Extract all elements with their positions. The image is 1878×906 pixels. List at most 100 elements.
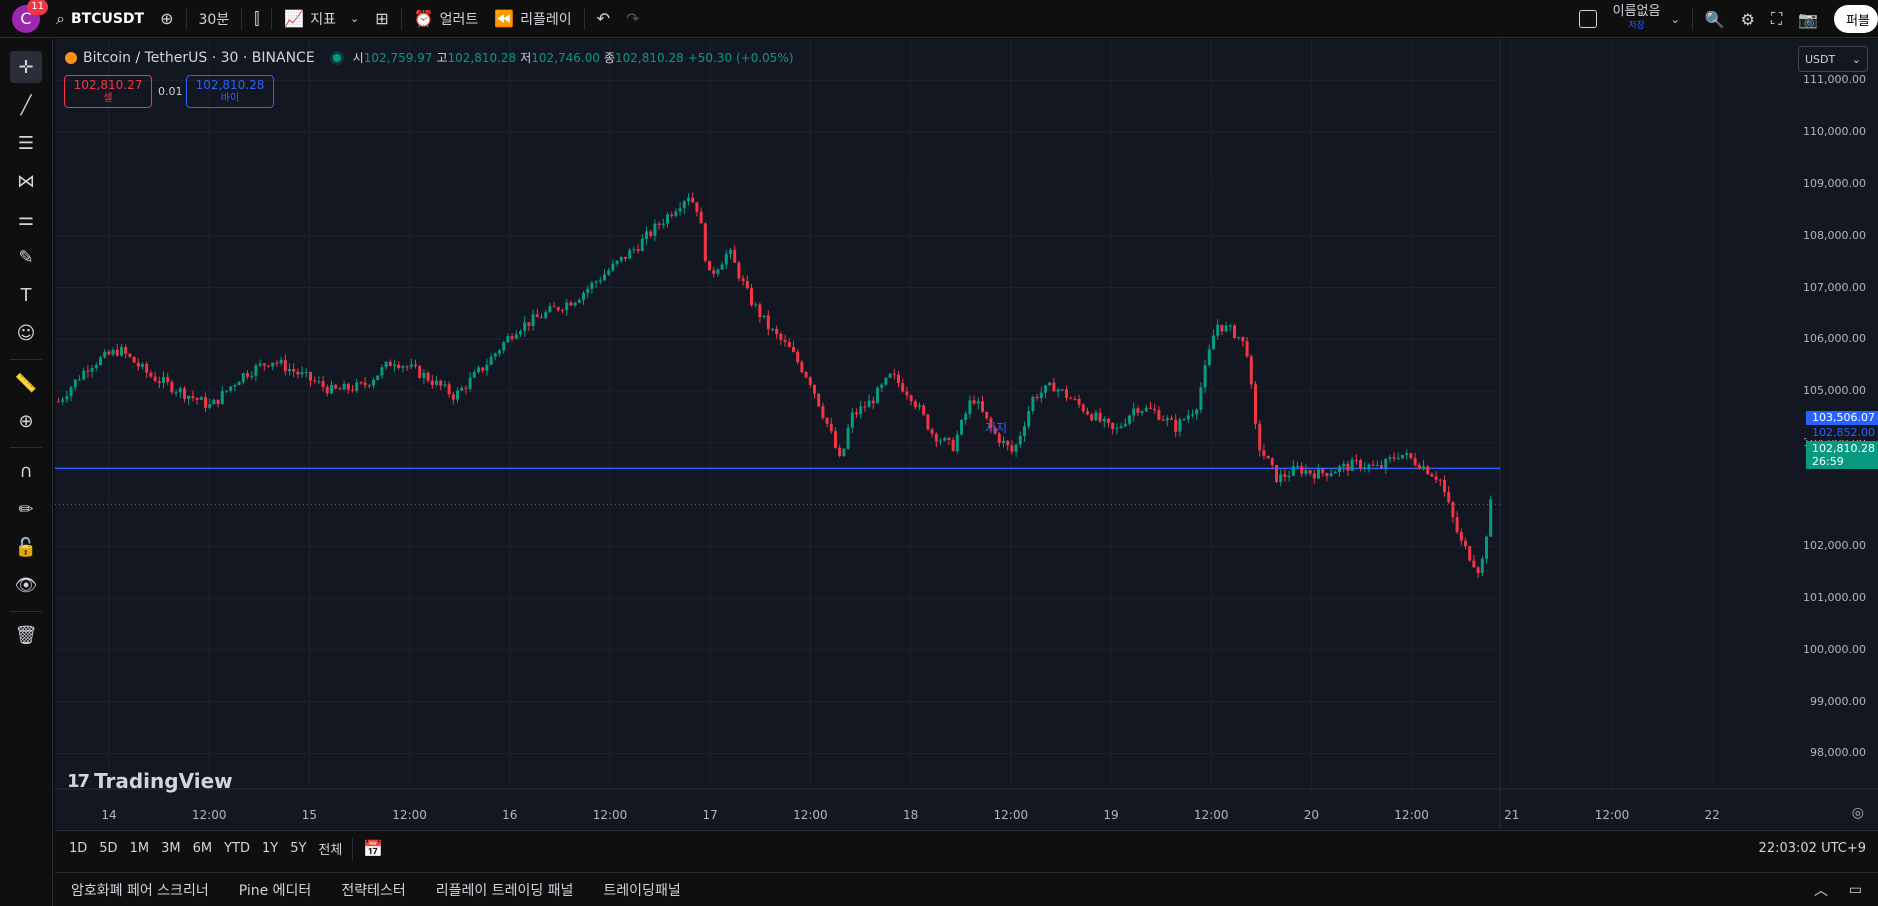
crosshair-tool[interactable]: ✛ [10,51,42,83]
range-button[interactable]: 1D [69,841,88,856]
candle-body [577,299,581,303]
lock-drawings-tool[interactable]: 🔓 [10,531,42,563]
undo-button[interactable]: ↶ [589,0,618,38]
settings-button[interactable]: ⚙ [1733,0,1763,38]
market-open-icon [332,53,341,62]
candle-body [540,317,543,319]
range-button[interactable]: 전체 [318,843,343,858]
divider [10,447,42,448]
price-chart [55,39,1878,829]
text-tool[interactable]: T [10,279,42,311]
low-value: 102,746.00 [531,51,600,65]
templates-button[interactable]: ⊞ [367,0,396,38]
candle-body [556,307,560,311]
range-button[interactable]: YTD [224,841,250,856]
publish-button[interactable]: 퍼블 [1834,5,1878,33]
tradingview-logo[interactable]: 17 TradingView [67,769,233,793]
redo-button[interactable]: ↷ [618,0,647,38]
trendline-tool[interactable]: ╱ [10,89,42,121]
candle-body [1107,418,1110,423]
range-button[interactable]: 5D [99,841,118,856]
fullscreen-button[interactable]: ⛶ [1763,0,1790,38]
range-button[interactable]: 6M [192,841,213,856]
symbol-search-button[interactable]: ⌕ BTCUSDT [48,0,152,38]
panel-tab[interactable]: 리플레이 트레이딩 패널 [435,882,574,899]
pencil-lock-icon: ✏ [18,498,34,520]
symbol-name: BTCUSDT [70,10,145,27]
candle-body [359,382,363,384]
panel-tab[interactable]: Pine 에디터 [238,882,312,899]
ohlc-low: 저102,746.00 [520,49,600,66]
candle-body [1371,464,1375,466]
chart-pane[interactable]: Bitcoin / TetherUS · 30 · BINANCE 시102,7… [55,39,1878,829]
remove-drawings-tool[interactable]: 🗑 [10,619,42,651]
divider [10,611,42,612]
candle-body [838,447,842,457]
currency-select[interactable]: USDT ⌄ [1798,46,1868,72]
candle-body [435,380,438,385]
price-tick-label: 101,000.00 [1803,591,1866,605]
candle-body [1392,457,1396,459]
indicators-button[interactable]: 📈 지표 ⌄ [284,9,360,28]
forecast-tool[interactable]: ⚌ [10,203,42,235]
alert-button[interactable]: ⏰ 얼러트 [413,9,479,28]
candle-body [65,396,69,400]
candle-body [149,372,153,377]
fib-tool[interactable]: ☰ [10,127,42,159]
sell-button[interactable]: 102,810.27 셀 [64,75,152,108]
candle-body [1354,459,1358,461]
support-line-label[interactable]: 지지 [985,421,1008,435]
candle-body [1249,356,1253,385]
candle-body [1191,414,1194,416]
candle-body [279,360,283,364]
price-tick-label: 100,000.00 [1803,642,1866,656]
candle-body [510,336,514,339]
layout-name-button[interactable]: 이름없음 저장 ⌄ [1605,0,1688,38]
candle-body [300,372,304,375]
compare-button[interactable]: ⊕ [152,0,181,38]
candle-body [1052,382,1056,392]
stay-drawing-tool[interactable]: ✏ [10,493,42,525]
range-button[interactable]: 1M [129,841,150,856]
replay-button[interactable]: ⏪ 리플레이 [494,9,572,28]
candle-body [309,371,312,381]
timezone-clock[interactable]: 22:03:02 UTC+9 [1758,841,1866,856]
candle-body [1031,396,1035,412]
candle-body [1346,463,1350,471]
candle-body [775,329,779,334]
candle-body [1056,389,1060,392]
user-avatar[interactable]: C 11 [12,0,48,33]
magnet-tool[interactable]: ∩ [10,455,42,487]
candle-body [960,419,963,435]
pattern-tool[interactable]: ⋈ [10,165,42,197]
brush-tool[interactable]: ✎ [10,241,42,273]
maximize-icon[interactable]: ▭ [1848,881,1862,898]
zoom-tool[interactable]: ⊕ [10,405,42,437]
range-button[interactable]: 5Y [290,841,307,856]
interval-button[interactable]: 30분 [198,11,230,28]
panel-tab[interactable]: 트레이딩패널 [603,882,681,899]
chart-type-button[interactable]: ⫿ [246,0,267,38]
logo-text: TradingView [94,769,233,793]
candle-body [346,383,350,390]
candle-body [120,347,123,356]
range-buttons: 1D 5D 1M 3M 6M YTD 1Y 5Y 전체 [55,839,348,858]
chevron-down-icon: ⌄ [1851,52,1861,66]
layout-toggle[interactable] [1571,0,1605,38]
measure-tool[interactable]: 📏 [10,367,42,399]
hide-drawings-tool[interactable]: 👁 [10,569,42,601]
panel-tab[interactable]: 암호화폐 페어 스크리너 [71,882,209,899]
collapse-icon[interactable]: ︿ [1814,882,1828,899]
panel-tab[interactable]: 전략테스터 [341,882,406,899]
date-range-icon[interactable]: 📅 [363,839,384,858]
buy-button[interactable]: 102,810.28 바이 [186,75,274,108]
range-button[interactable]: 1Y [261,841,279,856]
auto-scale-icon[interactable]: ◎ [1851,805,1864,821]
quick-search-button[interactable]: 🔍 [1697,0,1733,38]
emoji-tool[interactable]: ☺ [10,317,42,349]
candle-body [611,263,615,271]
snapshot-button[interactable]: 📷 [1790,0,1826,38]
candle-body [460,387,464,391]
candle-body [94,364,98,368]
range-button[interactable]: 3M [161,841,181,856]
